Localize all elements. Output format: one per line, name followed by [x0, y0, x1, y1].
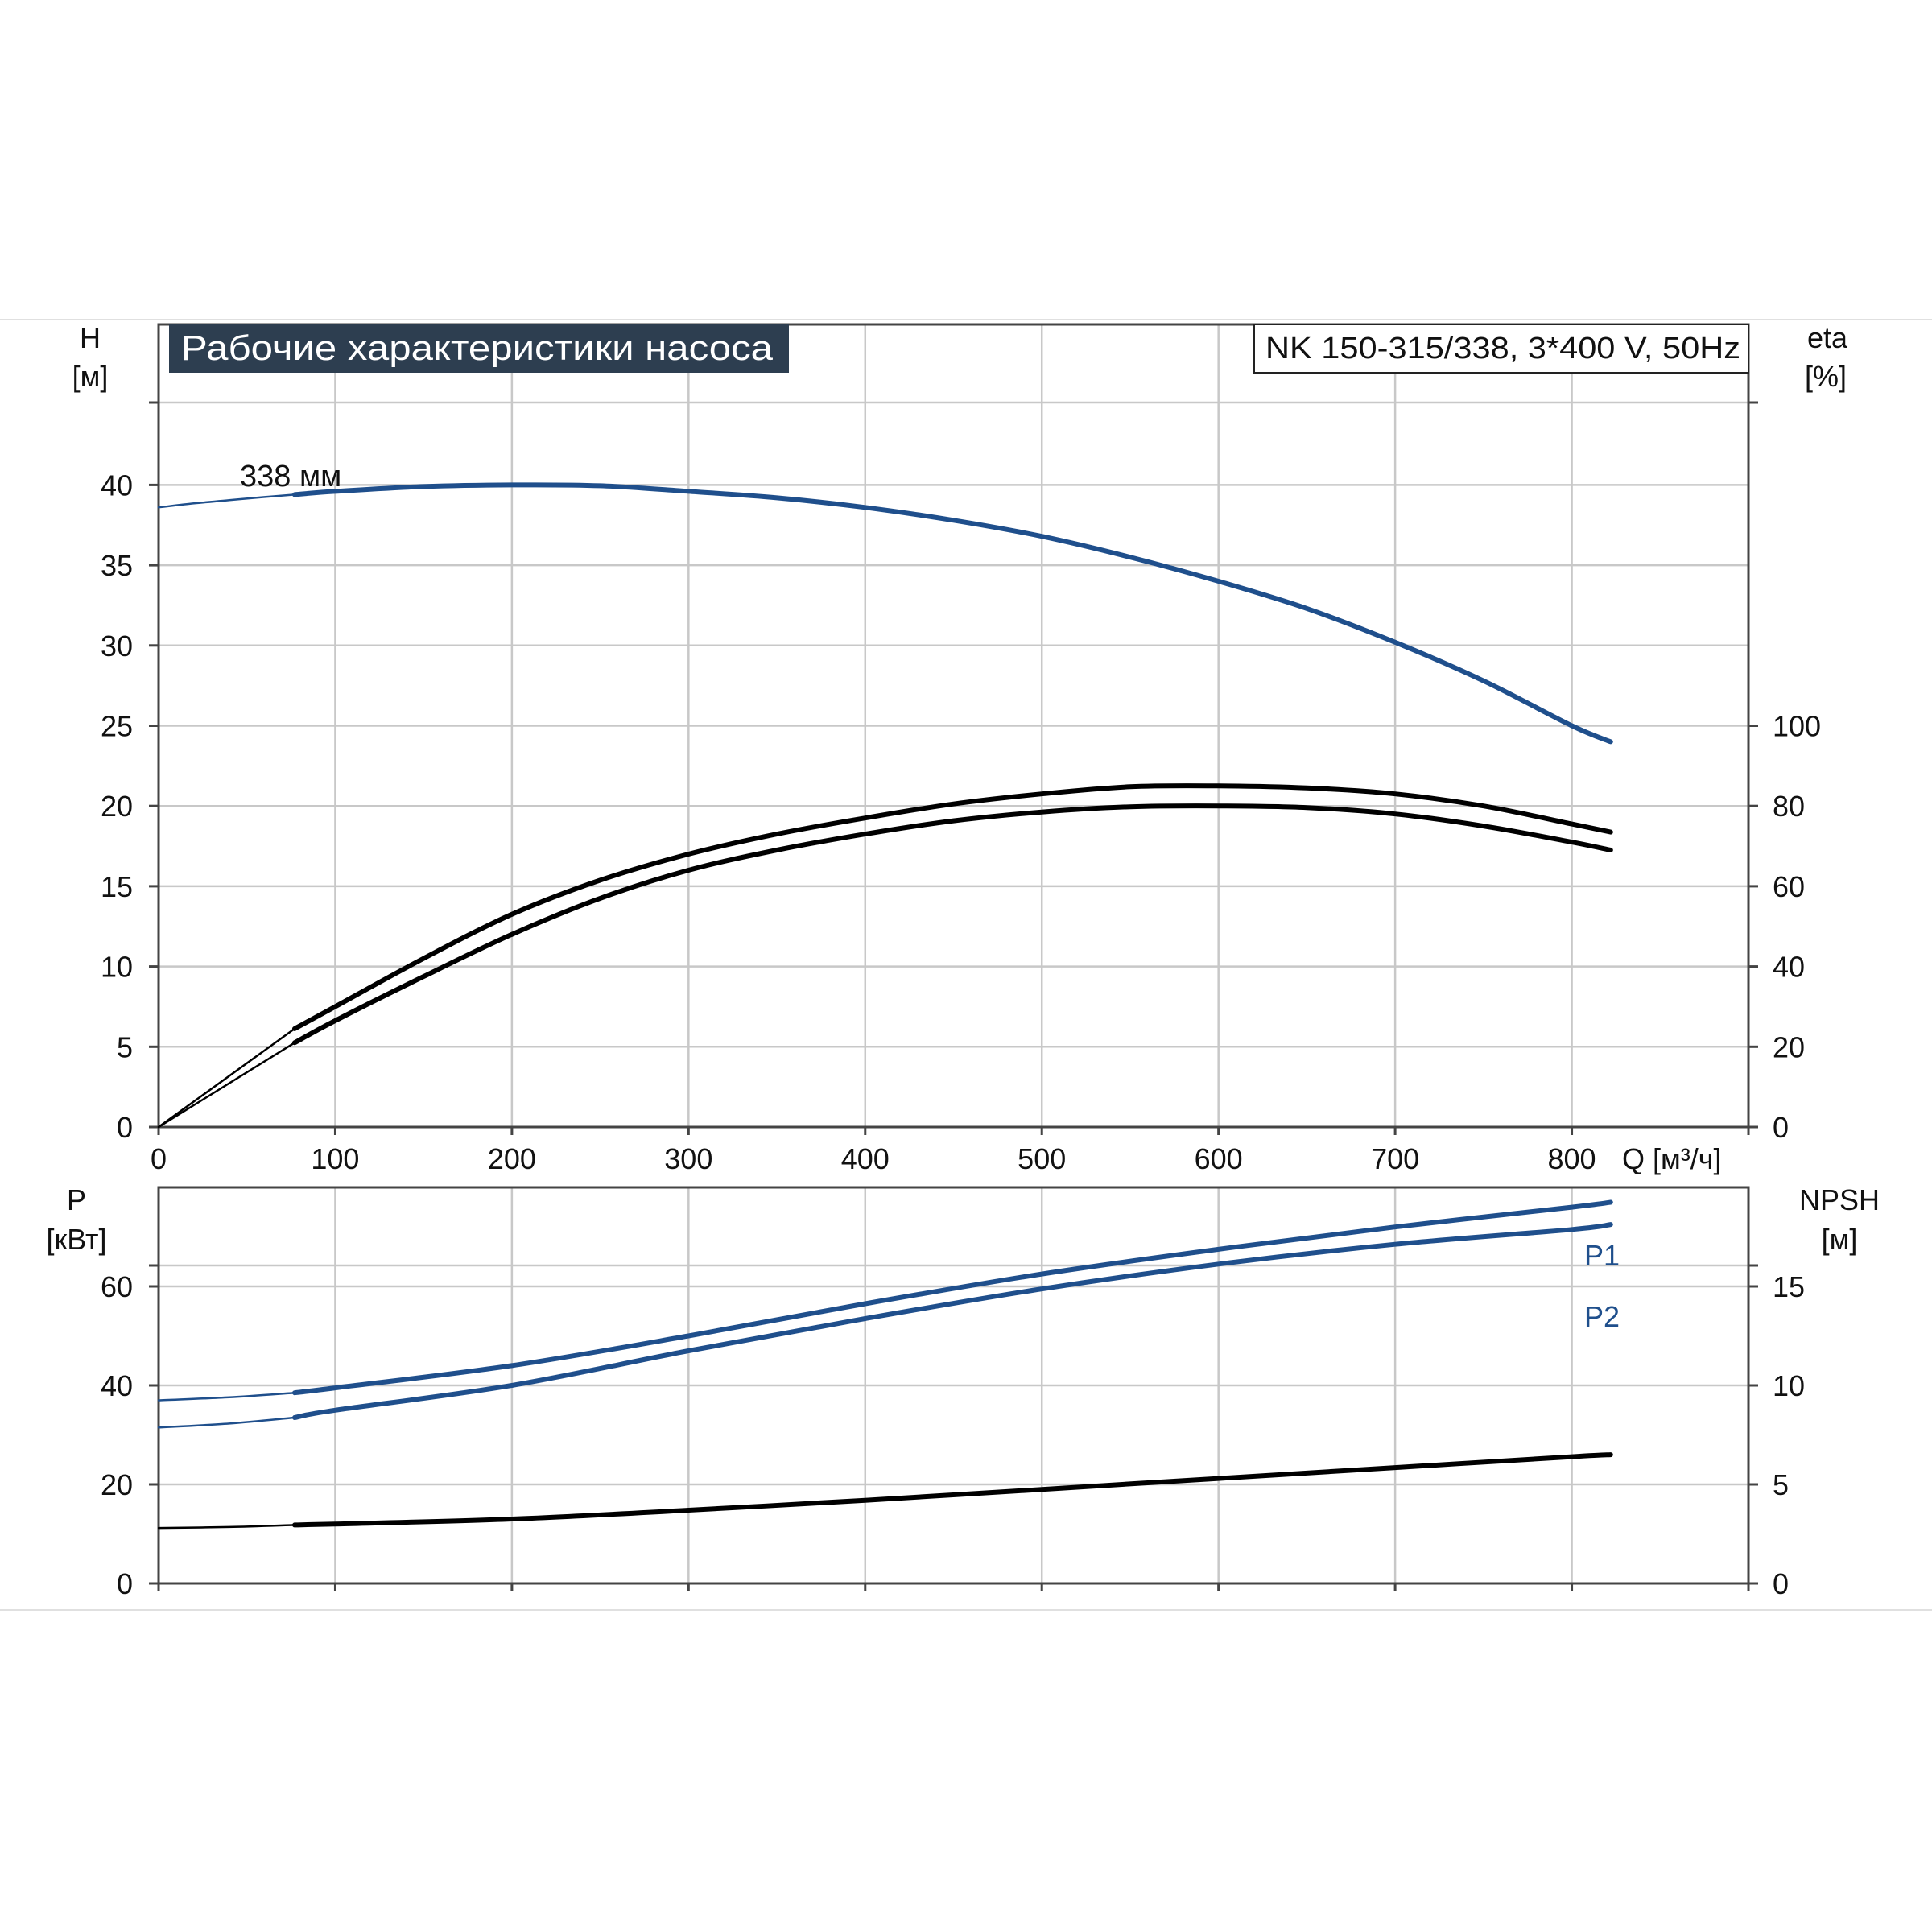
tick-label: 15	[1773, 1270, 1805, 1303]
upper-y-right-label-line2: [%]	[1805, 360, 1847, 393]
tick-label: 5	[1773, 1468, 1789, 1501]
P1-curve-thin	[157, 1391, 296, 1402]
lower-curves	[157, 1199, 1613, 1530]
tick-label: 20	[101, 790, 133, 823]
tick-label: 0	[1773, 1567, 1789, 1600]
eta-2-curve-thick	[292, 803, 1613, 1046]
upper-curves	[157, 482, 1613, 1129]
model-label: NK 150-315/338, 3*400 V, 50Hz	[1265, 332, 1740, 365]
tick-label: 600	[1195, 1142, 1243, 1175]
tick-label: 10	[1773, 1369, 1805, 1402]
tick-label: 15	[101, 870, 133, 903]
chart-title-box	[169, 324, 789, 373]
tick-label: 40	[1773, 951, 1805, 984]
tick-label: 20	[1773, 1030, 1805, 1063]
tick-label: 500	[1018, 1142, 1066, 1175]
tick-label: 35	[101, 549, 133, 582]
tick-label: 40	[101, 469, 133, 502]
tick-label: 100	[311, 1142, 359, 1175]
tick-label: 200	[488, 1142, 536, 1175]
NPSH-curve-thin	[157, 1524, 296, 1530]
tick-label: 100	[1773, 710, 1821, 743]
P2-curve-thin	[157, 1416, 296, 1429]
tick-label: 10	[101, 951, 133, 984]
lower-y-right-label-line1: NPSH	[1799, 1183, 1880, 1216]
x-axis-label: Q [м³/ч]	[1622, 1142, 1722, 1175]
upper-y-right-label-line1: eta	[1807, 321, 1848, 354]
tick-label: 5	[117, 1030, 133, 1063]
head-curve-thin	[157, 493, 296, 509]
tick-label: 800	[1548, 1142, 1596, 1175]
impeller-diameter-label: 338 мм	[240, 460, 341, 493]
tick-label: 25	[101, 710, 133, 743]
chart-title: Рабочие характеристики насоса	[181, 328, 774, 368]
tick-label: 20	[101, 1468, 133, 1501]
lower-y-right-label-line2: [м]	[1822, 1223, 1858, 1256]
eta-2-curve-thin	[157, 1042, 296, 1129]
tick-label: 400	[841, 1142, 890, 1175]
tick-label: 300	[664, 1142, 712, 1175]
tick-label: 80	[1773, 790, 1805, 823]
tick-label: 60	[101, 1270, 133, 1303]
tick-label: 0	[117, 1111, 133, 1144]
tick-label: 60	[1773, 870, 1805, 903]
P1-curve-thick	[292, 1199, 1613, 1396]
eta-1-curve-thick	[292, 783, 1613, 1031]
p1-series-label: P1	[1584, 1239, 1620, 1272]
NPSH-curve-thick	[292, 1452, 1613, 1528]
tick-label: 30	[101, 630, 133, 663]
p2-series-label: P2	[1584, 1300, 1620, 1333]
upper-y-left-label-line2: [м]	[72, 360, 109, 393]
tick-label: 40	[101, 1369, 133, 1402]
lower-y-left-label-line2: [кВт]	[46, 1223, 106, 1256]
tick-label: 0	[1773, 1111, 1789, 1144]
tick-label: 700	[1371, 1142, 1419, 1175]
upper-y-left-label-line1: H	[80, 321, 101, 354]
tick-label: 0	[117, 1567, 133, 1600]
eta-1-curve-thin	[157, 1027, 296, 1129]
tick-label: 0	[151, 1142, 167, 1175]
lower-axis-ticks: 0 20 40 60 0 5 10 15	[101, 1264, 1805, 1600]
lower-y-left-label-line1: P	[67, 1183, 86, 1216]
head-curve-thick	[292, 482, 1613, 745]
model-box	[1253, 324, 1749, 374]
upper-grid	[159, 324, 1748, 1127]
P2-curve-thick	[292, 1222, 1613, 1420]
